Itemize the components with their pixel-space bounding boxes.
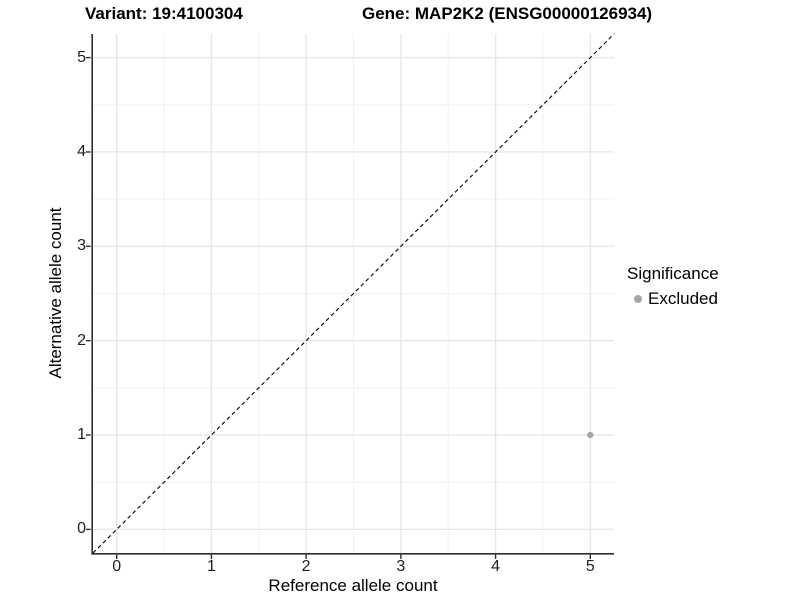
plot-title-variant: Variant: 19:4100304 bbox=[85, 4, 243, 23]
y-tick-label: 1 bbox=[77, 426, 86, 444]
legend-title: Significance bbox=[627, 264, 719, 283]
excluded-dot-icon bbox=[634, 295, 642, 303]
data-point bbox=[587, 431, 594, 439]
legend-item-label: Excluded bbox=[648, 289, 718, 308]
identity-dashed-line bbox=[92, 33, 615, 554]
y-tick-label: 0 bbox=[77, 520, 86, 538]
legend-item-excluded: Excluded bbox=[627, 289, 719, 309]
legend: Significance Excluded bbox=[627, 264, 719, 309]
y-tick-label: 2 bbox=[77, 331, 86, 349]
x-tick-label: 3 bbox=[396, 558, 406, 575]
x-tick-label: 0 bbox=[112, 558, 122, 575]
plot-title-gene: Gene: MAP2K2 (ENSG00000126934) bbox=[362, 4, 653, 23]
y-tick-label: 3 bbox=[77, 237, 86, 255]
y-axis-title: Alternative allele count bbox=[46, 207, 65, 379]
x-tick-label: 4 bbox=[491, 558, 501, 575]
x-tick-label: 1 bbox=[206, 558, 216, 575]
y-tick-label: 5 bbox=[77, 48, 86, 66]
x-tick-label: 2 bbox=[301, 558, 311, 575]
x-axis-title: Reference allele count bbox=[268, 576, 438, 595]
y-tick-label: 4 bbox=[77, 142, 86, 160]
x-tick-label: 5 bbox=[585, 558, 595, 575]
